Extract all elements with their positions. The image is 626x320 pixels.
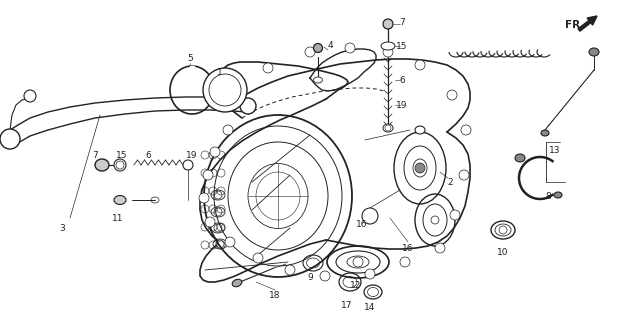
- Circle shape: [205, 217, 215, 227]
- Text: 2: 2: [447, 178, 453, 187]
- Text: 6: 6: [145, 150, 151, 159]
- Ellipse shape: [232, 279, 242, 287]
- Circle shape: [415, 163, 425, 173]
- Text: 14: 14: [364, 303, 376, 313]
- Circle shape: [216, 240, 224, 248]
- Text: 16: 16: [356, 220, 367, 228]
- Circle shape: [199, 193, 209, 203]
- Circle shape: [285, 265, 295, 275]
- Circle shape: [450, 210, 460, 220]
- Circle shape: [183, 160, 193, 170]
- Text: 19: 19: [396, 100, 408, 109]
- Circle shape: [400, 257, 410, 267]
- Ellipse shape: [554, 192, 562, 198]
- Text: 19: 19: [187, 150, 198, 159]
- Circle shape: [305, 47, 315, 57]
- Text: 13: 13: [549, 146, 561, 155]
- Circle shape: [210, 147, 220, 157]
- Text: 8: 8: [545, 191, 551, 201]
- Circle shape: [362, 208, 378, 224]
- Text: 18: 18: [269, 291, 280, 300]
- Ellipse shape: [589, 48, 599, 56]
- Text: 12: 12: [351, 281, 362, 290]
- FancyArrow shape: [578, 16, 597, 31]
- Text: 7: 7: [92, 150, 98, 159]
- Circle shape: [459, 170, 469, 180]
- Text: 5: 5: [187, 53, 193, 62]
- Circle shape: [320, 271, 330, 281]
- Text: 17: 17: [341, 300, 352, 309]
- Ellipse shape: [515, 154, 525, 162]
- Text: 9: 9: [307, 274, 313, 283]
- Circle shape: [214, 191, 222, 199]
- Circle shape: [203, 170, 213, 180]
- Circle shape: [345, 43, 355, 53]
- Circle shape: [225, 237, 235, 247]
- Ellipse shape: [383, 19, 393, 29]
- Ellipse shape: [415, 126, 425, 134]
- Text: 10: 10: [497, 247, 509, 257]
- Circle shape: [24, 90, 36, 102]
- Ellipse shape: [541, 130, 549, 136]
- Circle shape: [223, 125, 233, 135]
- Ellipse shape: [114, 159, 126, 171]
- Ellipse shape: [114, 196, 126, 204]
- Circle shape: [209, 74, 241, 106]
- Circle shape: [253, 253, 263, 263]
- Circle shape: [263, 63, 273, 73]
- Ellipse shape: [314, 77, 322, 83]
- Ellipse shape: [381, 42, 395, 50]
- Circle shape: [383, 47, 393, 57]
- Circle shape: [0, 129, 20, 149]
- Text: FR.: FR.: [565, 20, 585, 30]
- Text: 16: 16: [403, 244, 414, 252]
- Circle shape: [447, 90, 457, 100]
- Ellipse shape: [314, 44, 322, 52]
- Text: 3: 3: [59, 223, 65, 233]
- Circle shape: [415, 60, 425, 70]
- Text: 15: 15: [116, 150, 128, 159]
- Circle shape: [435, 243, 445, 253]
- Circle shape: [235, 85, 245, 95]
- Text: 4: 4: [327, 41, 333, 50]
- Circle shape: [214, 224, 222, 232]
- Circle shape: [203, 68, 247, 112]
- Ellipse shape: [383, 124, 393, 132]
- Circle shape: [365, 269, 375, 279]
- Circle shape: [461, 125, 471, 135]
- Text: 7: 7: [399, 18, 405, 27]
- Text: 6: 6: [399, 76, 405, 84]
- Ellipse shape: [95, 159, 109, 171]
- Text: 15: 15: [396, 42, 408, 51]
- Text: 11: 11: [112, 213, 124, 222]
- Circle shape: [240, 98, 256, 114]
- Text: 1: 1: [217, 68, 223, 76]
- Circle shape: [214, 208, 222, 216]
